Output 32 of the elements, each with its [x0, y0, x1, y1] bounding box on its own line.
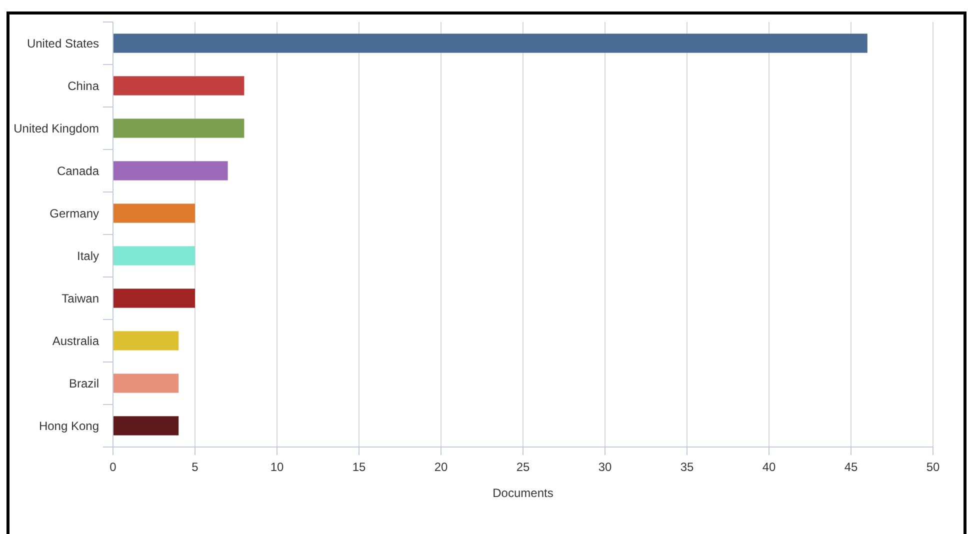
y-tick-label: United States [26, 36, 99, 50]
bar [113, 34, 868, 53]
x-tick-label: 5 [192, 460, 199, 474]
x-tick-label: 30 [598, 460, 612, 474]
x-tick-label: 0 [110, 460, 117, 474]
y-tick-label: Germany [50, 206, 99, 220]
bar [113, 331, 179, 350]
y-tick-label: Hong Kong [38, 418, 99, 433]
x-axis-title: Documents [492, 486, 554, 500]
y-tick-label: Australia [52, 334, 100, 348]
bar [113, 416, 179, 436]
x-tick-label: 25 [516, 460, 530, 474]
y-tick-label: Brazil [68, 376, 99, 390]
x-tick-label: 20 [434, 460, 448, 474]
x-tick-label: 45 [844, 460, 858, 474]
y-tick-label: Taiwan [62, 291, 99, 306]
bar [113, 76, 244, 96]
y-tick-label: United Kingdom [14, 121, 99, 136]
y-tick-label: Canada [56, 164, 100, 178]
x-tick-label: 50 [926, 460, 940, 474]
x-tick-label: 15 [352, 460, 366, 474]
bar [113, 161, 228, 180]
x-tick-label: 35 [680, 460, 694, 474]
y-tick-label: Italy [76, 248, 99, 263]
bar [113, 118, 244, 138]
bar [113, 204, 195, 223]
bar [113, 288, 195, 308]
y-tick-label: China [68, 78, 100, 93]
bar [113, 246, 195, 266]
x-tick-label: 40 [762, 460, 776, 474]
x-tick-label: 10 [270, 460, 284, 474]
bar [113, 374, 179, 393]
